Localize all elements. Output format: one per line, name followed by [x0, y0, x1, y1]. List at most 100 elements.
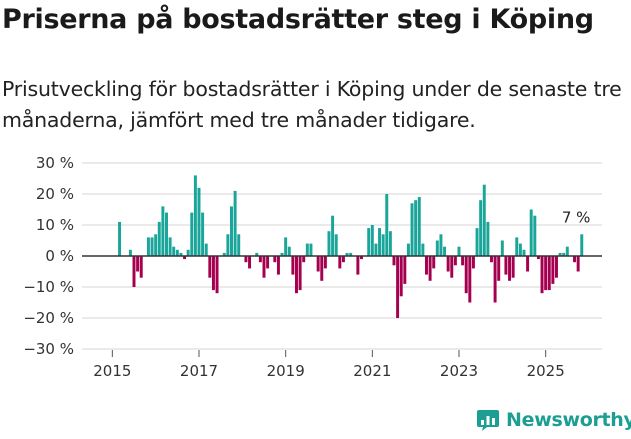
bar [500, 240, 504, 256]
bar [262, 256, 266, 278]
bar [334, 234, 338, 256]
bar [230, 206, 233, 256]
bar [266, 256, 270, 269]
x-tick-label: 2017 [180, 362, 218, 380]
bar [323, 256, 327, 269]
bar [555, 256, 558, 278]
bar [518, 243, 522, 256]
bar [295, 256, 298, 294]
annotations: 7 % [562, 208, 591, 226]
bar [381, 234, 385, 256]
bar [165, 212, 168, 256]
bar [349, 252, 353, 256]
bar [258, 256, 262, 263]
y-axis-labels: −30 % −20 % −10 % 0 % 10 % 20 % 30 % [23, 154, 74, 358]
bar [139, 256, 143, 278]
bar [580, 234, 584, 256]
bar [201, 212, 205, 256]
y-tick-label: −30 % [23, 340, 74, 358]
bar [237, 234, 241, 256]
bar [172, 246, 176, 256]
bar [298, 256, 302, 291]
bar [399, 256, 403, 297]
bar [461, 256, 465, 266]
bar [533, 215, 537, 256]
bar [309, 243, 313, 256]
bar [565, 246, 569, 256]
y-tick-label: 10 % [36, 216, 74, 234]
x-tick-label: 2021 [353, 362, 391, 380]
newsworthy-chart-icon [477, 410, 499, 431]
bar [486, 221, 490, 256]
bar [197, 187, 201, 256]
bar [468, 256, 472, 303]
bar [128, 249, 132, 256]
bar [508, 256, 512, 281]
bar [392, 256, 396, 266]
bar [360, 256, 363, 260]
bar [479, 200, 483, 256]
bar [464, 256, 468, 294]
bar [450, 256, 454, 278]
bar [536, 256, 540, 260]
bar [421, 243, 425, 256]
bar [331, 215, 335, 256]
bar [211, 256, 215, 291]
bar [428, 256, 432, 281]
y-tick-label: 20 % [36, 185, 74, 203]
bar [161, 206, 165, 256]
bar [204, 243, 208, 256]
bar [443, 246, 447, 256]
bar [370, 225, 374, 256]
bar [305, 243, 309, 256]
newsworthy-logo[interactable]: Newsworthy [476, 408, 631, 432]
bar [154, 234, 158, 256]
bar [544, 256, 548, 291]
bar [280, 252, 284, 256]
bar [425, 256, 428, 275]
bar [284, 237, 288, 256]
bar [273, 256, 277, 263]
bar [226, 234, 230, 256]
bar [439, 234, 443, 256]
bar [547, 256, 551, 291]
bar [410, 203, 414, 256]
bar [457, 246, 461, 256]
bar [471, 256, 475, 269]
bar [320, 256, 324, 281]
bar [367, 228, 371, 256]
bar [215, 256, 219, 294]
brand-name: Newsworthy [506, 409, 631, 431]
bar [287, 246, 291, 256]
bar [150, 237, 154, 256]
chart-subtitle: Prisutveckling för bostadsrätter i Köpin… [2, 77, 622, 132]
chart-title: Priserna på bostadsrätter steg i Köping [2, 4, 594, 35]
bars [118, 175, 584, 318]
bar [511, 256, 515, 278]
bar [453, 256, 457, 266]
y-tick-label: −10 % [23, 278, 74, 296]
x-tick-label: 2025 [527, 362, 565, 380]
bar [341, 256, 345, 263]
bar [526, 256, 530, 272]
bar [255, 252, 259, 256]
bar [157, 221, 161, 256]
bar [504, 256, 508, 275]
bar [338, 256, 342, 269]
bar [435, 240, 439, 256]
x-axis: 2015 2017 2019 2021 2023 2025 [82, 255, 602, 380]
bar [208, 256, 212, 278]
bar [562, 252, 566, 256]
bar [327, 231, 331, 256]
bar [497, 256, 501, 281]
bar [475, 228, 479, 256]
bar [190, 212, 194, 256]
value-annotation: 7 % [562, 208, 591, 226]
bar [168, 237, 172, 256]
bar [175, 249, 179, 256]
bar [248, 256, 252, 269]
bar [302, 256, 306, 263]
bar [345, 252, 349, 256]
bar [558, 252, 562, 256]
bar [403, 256, 407, 284]
